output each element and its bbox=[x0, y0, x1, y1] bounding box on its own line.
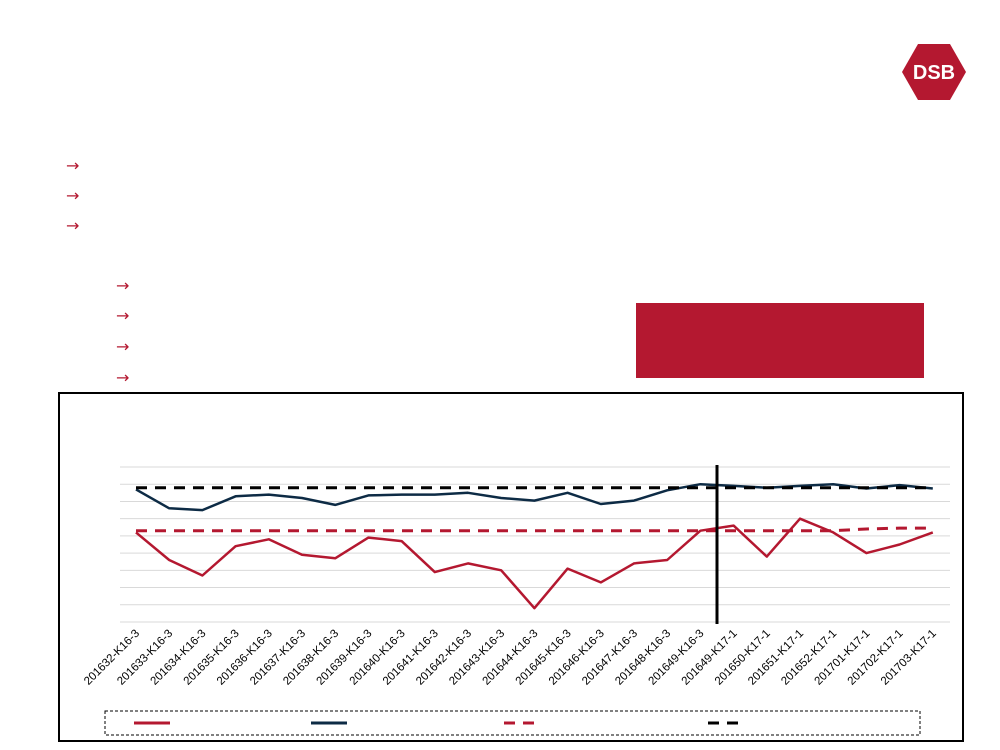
chart-frame bbox=[58, 392, 964, 742]
series-line-2 bbox=[135, 482, 933, 512]
sub-bullet-item: → bbox=[116, 276, 129, 296]
arrow-icon: → bbox=[66, 186, 80, 205]
sub-bullet-item: → bbox=[116, 306, 129, 326]
series-line-3 bbox=[136, 526, 933, 533]
bullet-item: → bbox=[66, 186, 79, 206]
arrow-icon: → bbox=[116, 337, 130, 356]
sub-bullet-item: → bbox=[116, 337, 129, 357]
bullet-item: → bbox=[66, 156, 79, 176]
logo-text: DSB bbox=[913, 62, 955, 84]
highlight-box bbox=[636, 303, 924, 378]
arrow-icon: → bbox=[116, 306, 130, 325]
legend-box bbox=[104, 710, 921, 736]
arrow-icon: → bbox=[66, 156, 80, 175]
dsb-logo: DSB bbox=[902, 44, 966, 100]
arrow-icon: → bbox=[116, 276, 130, 295]
arrow-icon: → bbox=[66, 216, 80, 235]
bullet-item: → bbox=[66, 216, 79, 236]
series-line-1 bbox=[135, 517, 934, 610]
x-tick-label: 201632-K16-3 bbox=[82, 628, 142, 688]
sub-bullet-item: → bbox=[116, 368, 129, 388]
arrow-icon: → bbox=[116, 368, 130, 387]
bullet-list: → → → → → → → bbox=[66, 156, 129, 388]
